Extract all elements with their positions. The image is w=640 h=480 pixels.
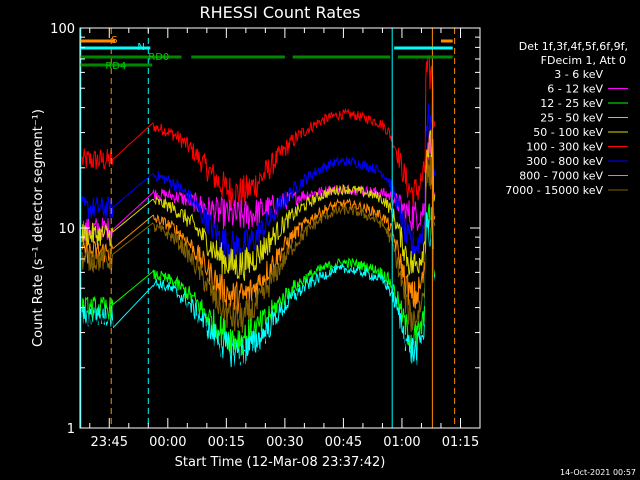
legend-label: 300 - 800 keV: [526, 155, 603, 168]
series-line-12-25kev: [81, 203, 436, 355]
y-axis-label: Count Rate (s⁻¹ detector segment⁻¹): [31, 109, 46, 347]
y-tick-label: 1: [67, 422, 75, 437]
x-tick-label: 00:30: [266, 435, 303, 450]
orbit-flag-s: S: [111, 35, 117, 46]
orbit-bar-layer: S N RD0 RD4: [80, 35, 453, 72]
x-tick-label: 00:00: [149, 435, 186, 450]
series-line-7000-15000kev: [81, 155, 436, 333]
legend-header-line1: Det 1f,3f,4f,5f,6f,9f,: [519, 40, 628, 53]
legend-label: 25 - 50 keV: [540, 112, 603, 125]
y-axis-ticks: 1 10 100: [50, 22, 480, 437]
x-axis-label: Start Time (12-Mar-08 23:37:42): [175, 455, 386, 470]
legend-label: 50 - 100 keV: [533, 126, 603, 139]
legend-label: 7000 - 15000 keV: [505, 184, 603, 197]
legend-label: 12 - 25 keV: [540, 97, 603, 110]
legend-header-line2: FDecim 1, Att 0: [541, 54, 626, 67]
legend-label: 6 - 12 keV: [547, 83, 603, 96]
chart-title: RHESSI Count Rates: [200, 3, 361, 22]
x-tick-label: 01:00: [383, 435, 420, 450]
x-tick-label: 23:45: [91, 435, 128, 450]
legend-label: 100 - 300 keV: [526, 141, 603, 154]
orbit-flag-rd0: RD0: [148, 52, 169, 63]
legend: Det 1f,3f,4f,5f,6f,9f, FDecim 1, Att 0 3…: [505, 40, 628, 197]
series-line-300-800kev: [81, 102, 436, 262]
x-tick-label: 01:15: [442, 435, 479, 450]
series-line-50-100kev: [81, 129, 436, 281]
legend-label: 3 - 6 keV: [554, 68, 603, 81]
vline-layer: [80, 28, 456, 428]
x-axis-ticks: 23:45 00:00 00:15 00:30 00:45 01:00 01:15: [89, 28, 481, 450]
orbit-flag-n: N: [137, 42, 144, 53]
x-tick-label: 00:15: [208, 435, 245, 450]
y-tick-label: 100: [50, 22, 75, 37]
series-line-100-300kev: [81, 55, 436, 209]
legend-label: 800 - 7000 keV: [519, 170, 603, 183]
series-line-800-7000kev: [81, 149, 436, 315]
orbit-flag-rd4: RD4: [105, 61, 126, 72]
generation-timestamp: 14-Oct-2021 00:57: [560, 468, 636, 477]
y-tick-label: 10: [58, 222, 75, 237]
series-layer: [81, 55, 436, 385]
x-tick-label: 00:45: [325, 435, 362, 450]
series-line-3-6kev: [81, 219, 436, 385]
